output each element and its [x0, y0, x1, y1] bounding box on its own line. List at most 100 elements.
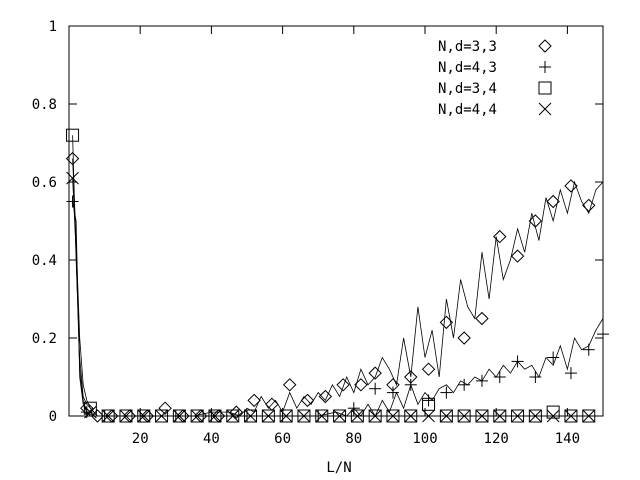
series-2-point: [369, 382, 382, 395]
legend-label-1: N,d=3,3: [438, 39, 497, 55]
x-tick-label: 80: [345, 431, 362, 447]
series-3-point: [101, 409, 115, 423]
series-4-point: [546, 409, 560, 423]
series-4-point: [422, 409, 435, 423]
series-4-point: [457, 409, 471, 423]
series-3-point: [83, 401, 97, 415]
series-3-point: [350, 409, 364, 423]
series-4-point: [173, 409, 186, 423]
series-4-point: [137, 409, 151, 423]
series-3-point: [564, 409, 578, 423]
series-2-point: [547, 351, 560, 364]
series-3-point: [457, 409, 471, 423]
series-1-point: [493, 229, 507, 244]
series-1-point: [475, 311, 489, 326]
series-4-point: [386, 409, 400, 423]
series-3-point: [511, 409, 525, 423]
series-4-point: [333, 409, 346, 423]
series-3-point: [404, 409, 418, 423]
series-2-point: [511, 355, 524, 368]
series-3-point: [422, 397, 436, 411]
legend-marker-3: [538, 81, 552, 95]
series-3-point: [582, 409, 596, 423]
series-line-4: [72, 178, 603, 417]
series-3-point: [244, 409, 258, 423]
series-4-point: [262, 409, 275, 423]
series-4-point: [190, 409, 204, 423]
series-1-point: [247, 393, 261, 408]
series-1-point: [354, 378, 368, 392]
series-4-point: [475, 409, 489, 423]
legend: N,d=3,3 N,d=4,3 N,d=3,4 N,d=4,4: [438, 39, 552, 118]
series-2-point: [475, 374, 488, 387]
series-4-point: [279, 409, 293, 423]
series-4-point: [315, 409, 329, 423]
series-3-point: [190, 409, 204, 423]
x-tick-label: 140: [555, 431, 580, 447]
x-tick-label: 120: [484, 431, 509, 447]
series-2-point: [386, 386, 399, 399]
series-3-point: [226, 409, 240, 423]
series-markers: [65, 128, 609, 423]
series-4-point: [66, 171, 79, 185]
x-tick-labels: 20 40 60 80 100 120 140: [132, 431, 580, 447]
series-line-3: [72, 135, 603, 417]
series-3-point: [386, 409, 400, 423]
series-4-point: [368, 409, 382, 423]
legend-marker-4: [538, 102, 552, 116]
series-3-point: [261, 409, 275, 423]
series-2-point: [529, 371, 542, 383]
series-3-point: [333, 409, 347, 423]
series-4-point: [440, 409, 453, 423]
y-tick-label: 0.4: [32, 253, 57, 269]
series-1-point: [528, 214, 543, 228]
series-3-point: [172, 409, 186, 423]
legend-label-4: N,d=4,4: [438, 102, 497, 118]
series-1-point: [318, 389, 333, 404]
series-2-point: [493, 371, 506, 383]
series-3-point: [368, 409, 382, 423]
series-3-point: [297, 409, 311, 423]
series-3-point: [475, 409, 489, 423]
series-2-point: [582, 343, 595, 356]
series-2-point: [564, 367, 577, 380]
series-2-point: [597, 328, 609, 341]
series-1-point: [158, 401, 172, 415]
x-tick-label: 20: [132, 431, 149, 447]
series-3-point: [279, 409, 293, 423]
y-tick-label: 1: [49, 19, 57, 35]
y-tick-label: 0.8: [32, 97, 57, 113]
series-4-point: [529, 409, 542, 423]
series-3-point: [155, 409, 169, 423]
series-1-point: [546, 194, 560, 209]
series-2-point: [404, 378, 417, 391]
series-3-point: [119, 409, 133, 423]
series-2-point: [422, 394, 435, 407]
series-4-point: [226, 409, 240, 423]
series-3-point: [315, 409, 329, 423]
series-3-point: [137, 409, 151, 423]
series-1-point: [65, 151, 80, 166]
x-tick-label: 100: [412, 431, 437, 447]
series-4-point: [84, 405, 97, 419]
series-1-point: [300, 393, 315, 408]
y-tick-label: 0: [49, 409, 57, 425]
series-2-point: [458, 378, 471, 391]
series-3-point: [66, 128, 80, 142]
series-4-point: [297, 409, 311, 423]
legend-label-3: N,d=3,4: [438, 81, 497, 97]
x-tick-label: 40: [203, 431, 220, 447]
legend-marker-1: [538, 39, 552, 53]
y-tick-label: 0.6: [32, 175, 57, 191]
y-tick-labels: 0 0.2 0.4 0.6 0.8 1: [32, 19, 57, 425]
series-1-point: [439, 315, 454, 330]
series-4-point: [101, 409, 115, 423]
series-1-point: [368, 366, 382, 380]
series-1-point: [336, 378, 350, 392]
series-1-point: [564, 179, 578, 193]
series-1-point: [510, 249, 525, 263]
series-4-point: [244, 409, 257, 423]
series-1-point: [283, 378, 297, 392]
x-tick-label: 60: [274, 431, 291, 447]
legend-marker-2: [539, 61, 551, 73]
